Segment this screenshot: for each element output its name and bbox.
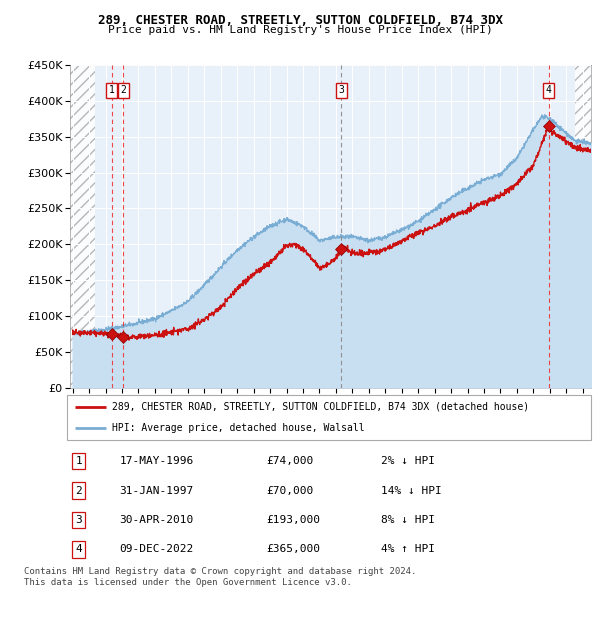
Text: 289, CHESTER ROAD, STREETLY, SUTTON COLDFIELD, B74 3DX (detached house): 289, CHESTER ROAD, STREETLY, SUTTON COLD… [112,402,529,412]
Text: £74,000: £74,000 [266,456,313,466]
Text: £193,000: £193,000 [266,515,320,525]
Text: 8% ↓ HPI: 8% ↓ HPI [382,515,436,525]
Text: 09-DEC-2022: 09-DEC-2022 [119,544,194,554]
Text: 31-JAN-1997: 31-JAN-1997 [119,485,194,495]
Text: Contains HM Land Registry data © Crown copyright and database right 2024.
This d: Contains HM Land Registry data © Crown c… [24,567,416,587]
Text: 2: 2 [121,85,126,95]
Text: 30-APR-2010: 30-APR-2010 [119,515,194,525]
Bar [575,65,600,388]
Text: 1: 1 [76,456,82,466]
Text: 289, CHESTER ROAD, STREETLY, SUTTON COLDFIELD, B74 3DX: 289, CHESTER ROAD, STREETLY, SUTTON COLD… [97,14,503,27]
Text: 17-MAY-1996: 17-MAY-1996 [119,456,194,466]
Text: 2: 2 [76,485,82,495]
Text: 4: 4 [545,85,551,95]
Text: 14% ↓ HPI: 14% ↓ HPI [382,485,442,495]
Text: 4% ↑ HPI: 4% ↑ HPI [382,544,436,554]
Text: 3: 3 [76,515,82,525]
FancyBboxPatch shape [67,395,591,440]
Text: £365,000: £365,000 [266,544,320,554]
Bar [64,65,95,388]
Text: 2% ↓ HPI: 2% ↓ HPI [382,456,436,466]
Text: HPI: Average price, detached house, Walsall: HPI: Average price, detached house, Wals… [112,422,364,433]
Text: £70,000: £70,000 [266,485,313,495]
Text: Price paid vs. HM Land Registry's House Price Index (HPI): Price paid vs. HM Land Registry's House … [107,25,493,35]
Text: 4: 4 [76,544,82,554]
Text: 3: 3 [338,85,344,95]
Text: 1: 1 [109,85,115,95]
